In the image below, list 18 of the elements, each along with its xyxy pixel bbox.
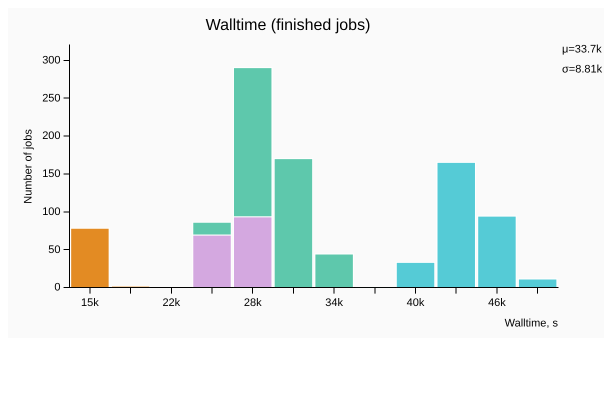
x-tick-label: 46k (488, 297, 506, 310)
y-tick-label: 200 (42, 130, 61, 142)
y-tick-label: 250 (42, 92, 61, 104)
text: μ=33.7k (562, 44, 602, 56)
x-tick-label: 28k (244, 297, 262, 310)
y-tick-label: 100 (42, 206, 61, 218)
y-tick-label: 50 (48, 244, 61, 256)
x-tick-label: 40k (406, 297, 425, 310)
y-tick-label: 150 (42, 168, 61, 180)
chart-title: Walltime (finished jobs) (206, 17, 370, 34)
text: σ=8.81k (562, 64, 603, 76)
y-tick-label: 0 (54, 282, 61, 294)
y-axis-title: Number of jobs (22, 128, 35, 204)
x-tick-label: 22k (162, 297, 181, 310)
x-tick-label: 34k (325, 297, 344, 310)
x-tick-label: 15k (81, 297, 100, 310)
y-tick-label: 300 (42, 54, 61, 66)
x-axis-title: Walltime, s (504, 317, 558, 330)
